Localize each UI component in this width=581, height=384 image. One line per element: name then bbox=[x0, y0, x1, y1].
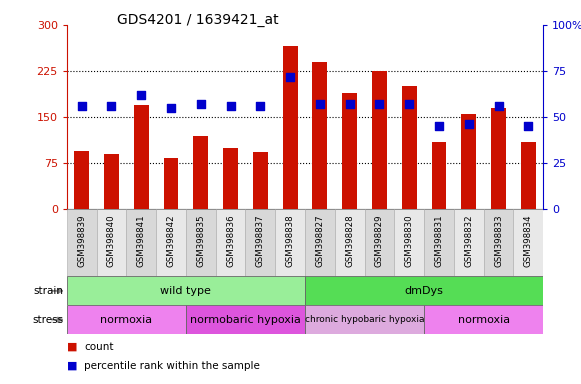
Text: stress: stress bbox=[33, 314, 64, 325]
Text: GSM398839: GSM398839 bbox=[77, 215, 86, 267]
Text: count: count bbox=[84, 342, 114, 352]
Bar bbox=[305, 209, 335, 276]
Text: GSM398831: GSM398831 bbox=[435, 215, 443, 267]
Text: GSM398835: GSM398835 bbox=[196, 215, 205, 267]
Point bbox=[77, 103, 87, 109]
Bar bbox=[134, 105, 149, 209]
Point bbox=[196, 101, 206, 107]
Bar bbox=[275, 209, 305, 276]
Text: GSM398827: GSM398827 bbox=[315, 215, 324, 267]
Point bbox=[137, 92, 146, 98]
Bar bbox=[186, 209, 216, 276]
Text: normoxia: normoxia bbox=[458, 314, 510, 325]
Point bbox=[494, 103, 503, 109]
Bar bbox=[424, 209, 454, 276]
Point bbox=[256, 103, 265, 109]
Text: GSM398830: GSM398830 bbox=[405, 215, 414, 267]
Bar bbox=[394, 209, 424, 276]
Text: chronic hypobaric hypoxia: chronic hypobaric hypoxia bbox=[305, 315, 424, 324]
Bar bbox=[186, 305, 305, 334]
Bar bbox=[342, 93, 357, 209]
Bar bbox=[283, 46, 297, 209]
Text: normoxia: normoxia bbox=[101, 314, 152, 325]
Bar bbox=[313, 62, 327, 209]
Bar bbox=[305, 305, 424, 334]
Point bbox=[523, 123, 533, 129]
Text: normobaric hypoxia: normobaric hypoxia bbox=[190, 314, 301, 325]
Bar bbox=[372, 71, 387, 209]
Text: GSM398841: GSM398841 bbox=[137, 215, 146, 267]
Bar bbox=[461, 114, 476, 209]
Bar bbox=[67, 305, 186, 334]
Point bbox=[166, 105, 175, 111]
Point bbox=[226, 103, 235, 109]
Bar bbox=[127, 209, 156, 276]
Point bbox=[404, 101, 414, 107]
Bar bbox=[223, 148, 238, 209]
Bar bbox=[104, 154, 119, 209]
Text: GSM398829: GSM398829 bbox=[375, 215, 384, 267]
Bar bbox=[402, 86, 417, 209]
Bar bbox=[491, 108, 506, 209]
Text: GSM398837: GSM398837 bbox=[256, 215, 265, 267]
Bar bbox=[514, 209, 543, 276]
Bar bbox=[96, 209, 127, 276]
Bar bbox=[216, 209, 245, 276]
Text: GSM398838: GSM398838 bbox=[286, 215, 295, 267]
Text: percentile rank within the sample: percentile rank within the sample bbox=[84, 361, 260, 371]
Point bbox=[107, 103, 116, 109]
Text: GSM398834: GSM398834 bbox=[524, 215, 533, 267]
Point bbox=[345, 101, 354, 107]
Text: GSM398836: GSM398836 bbox=[226, 215, 235, 267]
Bar bbox=[432, 142, 446, 209]
Bar bbox=[335, 209, 365, 276]
Bar bbox=[74, 151, 89, 209]
Bar bbox=[365, 209, 394, 276]
Bar bbox=[67, 209, 96, 276]
Bar bbox=[424, 305, 543, 334]
Bar bbox=[156, 209, 186, 276]
Text: GDS4201 / 1639421_at: GDS4201 / 1639421_at bbox=[117, 13, 278, 27]
Text: strain: strain bbox=[34, 286, 64, 296]
Text: GSM398842: GSM398842 bbox=[167, 215, 175, 267]
Bar bbox=[454, 209, 483, 276]
Text: GSM398833: GSM398833 bbox=[494, 215, 503, 267]
Bar bbox=[305, 276, 543, 305]
Bar bbox=[521, 142, 536, 209]
Text: GSM398832: GSM398832 bbox=[464, 215, 474, 267]
Text: wild type: wild type bbox=[160, 286, 211, 296]
Text: ■: ■ bbox=[67, 361, 77, 371]
Text: GSM398828: GSM398828 bbox=[345, 215, 354, 267]
Bar bbox=[253, 152, 268, 209]
Point bbox=[435, 123, 444, 129]
Bar bbox=[483, 209, 514, 276]
Bar bbox=[164, 158, 178, 209]
Point bbox=[375, 101, 384, 107]
Point bbox=[315, 101, 325, 107]
Text: dmDys: dmDys bbox=[405, 286, 443, 296]
Point bbox=[464, 121, 474, 127]
Bar bbox=[193, 136, 208, 209]
Text: GSM398840: GSM398840 bbox=[107, 215, 116, 267]
Bar bbox=[245, 209, 275, 276]
Text: ■: ■ bbox=[67, 342, 77, 352]
Point bbox=[285, 73, 295, 79]
Bar bbox=[67, 276, 305, 305]
